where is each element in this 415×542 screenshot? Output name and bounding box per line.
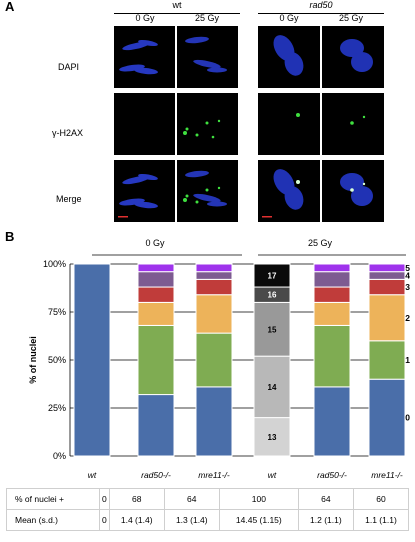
row-label-gh2ax: γ-H2AX	[52, 128, 84, 138]
micrograph-dapi-wt-0gy	[114, 26, 175, 88]
bar-segment-0	[137, 394, 175, 457]
dose-group-label-0gy: 0 Gy	[145, 238, 165, 248]
panel-b-letter: B	[5, 229, 15, 244]
y-tick-label: 50%	[48, 355, 66, 365]
y-tick-label: 100%	[43, 259, 66, 269]
micrograph-merge-rad50-25gy	[322, 160, 384, 222]
y-axis-label: % of nuclei	[28, 336, 38, 384]
table-cell: 64	[163, 488, 220, 510]
bar-segment-2	[313, 301, 351, 326]
table-cell: 0	[99, 488, 110, 510]
bar-segment-5	[137, 263, 175, 273]
dose-label-wt-25gy: 25 Gy	[194, 13, 219, 23]
y-tick-label: 75%	[48, 307, 66, 317]
bar-segment-2	[368, 294, 406, 342]
x-tick-label: wt	[268, 470, 277, 480]
x-tick-label: rad50-/-	[317, 470, 347, 480]
y-tick-label: 25%	[48, 403, 66, 413]
bar-segment-1	[195, 332, 233, 388]
segment-label: 15	[268, 325, 277, 334]
row-label-merge: Merge	[56, 194, 82, 204]
table-row: % of nuclei + 0 68 64 100 64 60	[6, 488, 410, 510]
bar-segment-13	[253, 417, 291, 457]
right-category-label: 4	[405, 271, 410, 281]
dose-label-wt-0gy: 0 Gy	[135, 13, 155, 23]
bar-segment-0	[195, 386, 233, 457]
row-label-dapi: DAPI	[58, 62, 80, 72]
micrograph-merge-wt-25gy	[177, 160, 238, 222]
group-line-wt	[114, 13, 240, 14]
row-label-mean-sd: Mean (s.d.)	[6, 509, 100, 531]
table-cell: 0	[99, 509, 110, 531]
group-label-wt: wt	[172, 0, 182, 10]
bar-segment-0	[73, 263, 111, 457]
table-cell: 68	[108, 488, 165, 510]
table-cell: 14.45 (1.15)	[218, 509, 299, 531]
table-row: Mean (s.d.) 0 1.4 (1.4) 1.3 (1.4) 14.45 …	[6, 509, 410, 531]
bar-segment-0	[313, 386, 351, 457]
bar-segment-15	[253, 301, 291, 357]
x-tick-label: mre11-/-	[371, 470, 403, 480]
bar-segment-14	[253, 355, 291, 419]
micrograph-gh2ax-rad50-25gy	[322, 93, 384, 155]
x-tick-label: mre11-/-	[198, 470, 230, 480]
bar-segment-3	[137, 286, 175, 303]
segment-label: 17	[268, 272, 277, 281]
stacked-bar-chart: 100% 75% 50% 25% 0% % of nuclei 0 Gy 25 Gy wt rad…	[28, 238, 410, 480]
group-label-rad50: rad50	[309, 0, 333, 10]
right-category-label: 3	[405, 282, 410, 292]
micrograph-dapi-wt-25gy	[177, 26, 238, 88]
bar-segment-5	[368, 263, 406, 273]
table-cell: 1.1 (1.1)	[352, 509, 410, 531]
bar-segment-0	[368, 378, 406, 457]
y-tick-label: 0%	[53, 451, 66, 461]
right-category-label: 0	[405, 413, 410, 423]
dose-label-rad50-0gy: 0 Gy	[279, 13, 299, 23]
dose-group-label-25gy: 25 Gy	[308, 238, 333, 248]
bar-segment-3	[313, 286, 351, 303]
micrograph-merge-wt-0gy	[114, 160, 175, 222]
table-cell: 60	[352, 488, 410, 510]
row-label-percent-positive: % of nuclei +	[6, 488, 100, 510]
bar-segment-5	[195, 263, 233, 273]
bar-segment-1	[368, 340, 406, 380]
bar-segment-5	[313, 263, 351, 273]
stats-table: % of nuclei + 0 68 64 100 64 60 Mean (s.…	[6, 488, 410, 531]
bar-segment-3	[368, 278, 406, 296]
right-category-label: 2	[405, 313, 410, 323]
bar-segment-17	[253, 263, 291, 288]
bar-segment-4	[137, 271, 175, 288]
right-category-label: 1	[405, 355, 410, 365]
bar-segment-2	[137, 301, 175, 326]
micrograph-gh2ax-wt-0gy	[114, 93, 175, 155]
x-tick-label: rad50-/-	[141, 470, 171, 480]
table-cell: 64	[297, 488, 354, 510]
micrograph-gh2ax-wt-25gy	[177, 93, 238, 155]
segment-label: 13	[268, 433, 277, 442]
bar-segment-4	[195, 271, 233, 280]
bar-segment-2	[195, 294, 233, 334]
bar-segment-1	[313, 324, 351, 388]
bar-segment-4	[313, 271, 351, 288]
bar-segment-1	[137, 324, 175, 396]
bar-segment-4	[368, 271, 406, 280]
micrograph-merge-rad50-0gy	[258, 160, 320, 222]
table-cell: 1.2 (1.1)	[297, 509, 354, 531]
segment-label: 16	[268, 291, 277, 300]
table-cell: 100	[218, 488, 299, 510]
segment-label: 14	[268, 383, 277, 392]
group-line-rad50	[258, 13, 384, 14]
panel-a-letter: A	[5, 0, 15, 14]
bar-segment-3	[195, 278, 233, 296]
dose-label-rad50-25gy: 25 Gy	[338, 13, 363, 23]
x-tick-label: wt	[88, 470, 97, 480]
micrograph-dapi-rad50-0gy	[258, 26, 320, 88]
micrograph-dapi-rad50-25gy	[322, 26, 384, 88]
table-cell: 1.3 (1.4)	[163, 509, 220, 531]
micrograph-gh2ax-rad50-0gy	[258, 93, 320, 155]
table-cell: 1.4 (1.4)	[108, 509, 165, 531]
right-category-label: 5	[405, 263, 410, 273]
